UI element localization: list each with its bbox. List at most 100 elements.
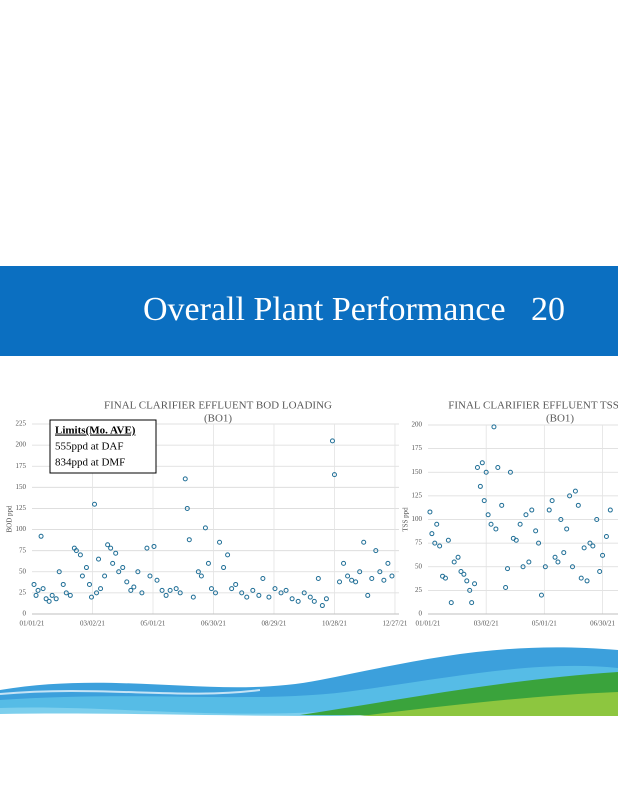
chart: FINAL CLARIFIER EFFLUENT BOD LOADING(BO1… <box>6 400 408 628</box>
y-tick-label: 0 <box>419 610 423 618</box>
data-point <box>561 550 567 556</box>
data-point <box>481 498 487 504</box>
data-point <box>427 509 433 515</box>
data-point <box>590 543 596 549</box>
data-point <box>467 587 473 593</box>
data-point <box>329 438 335 444</box>
data-point <box>128 587 134 593</box>
data-point <box>572 488 578 494</box>
data-point <box>159 587 165 593</box>
data-point <box>517 521 523 527</box>
data-point <box>538 592 544 598</box>
y-tick-label: 75 <box>415 539 423 547</box>
data-point <box>381 577 387 583</box>
x-tick-label: 06/30/21 <box>590 620 615 628</box>
data-point <box>377 569 383 575</box>
annotation-text: 834ppd at DMF <box>55 457 125 469</box>
data-point <box>495 465 501 471</box>
data-point <box>198 573 204 579</box>
data-point <box>507 469 513 475</box>
data-point <box>208 586 214 592</box>
data-point <box>195 569 201 575</box>
data-point <box>120 565 126 571</box>
data-point <box>35 587 41 593</box>
data-point <box>458 568 464 574</box>
x-tick-label: 05/01/21 <box>532 620 557 628</box>
x-tick-label: 01/01/21 <box>416 620 441 628</box>
y-tick-label: 100 <box>412 515 423 523</box>
data-point <box>110 560 116 566</box>
data-point <box>485 512 491 518</box>
data-point <box>205 560 211 566</box>
data-point <box>92 501 98 507</box>
data-point <box>202 525 208 531</box>
data-point <box>564 526 570 532</box>
data-point <box>437 543 443 549</box>
data-point <box>173 586 179 592</box>
data-point <box>529 507 535 513</box>
data-point <box>96 556 102 562</box>
x-tick-label: 01/01/21 <box>20 620 45 628</box>
data-point <box>503 585 509 591</box>
data-point <box>472 581 478 587</box>
data-point <box>469 600 475 606</box>
wave-decoration <box>0 647 618 716</box>
data-point <box>213 590 218 596</box>
data-point <box>365 592 371 598</box>
data-point <box>295 598 301 604</box>
data-point <box>448 600 454 606</box>
chart-title: FINAL CLARIFIER EFFLUENT TSS LOADING <box>448 400 618 412</box>
data-point <box>575 502 581 508</box>
y-tick-label: 225 <box>16 420 27 428</box>
data-point <box>53 596 59 602</box>
x-tick-label: 10/28/21 <box>322 620 347 628</box>
data-point <box>124 579 130 585</box>
x-tick-label: 08/29/21 <box>262 620 287 628</box>
data-point <box>477 483 483 489</box>
data-point <box>40 586 46 592</box>
data-point <box>505 566 511 572</box>
data-point <box>63 590 69 596</box>
x-tick-label: 03/02/21 <box>80 620 105 628</box>
data-point <box>77 552 83 558</box>
data-point <box>337 579 343 585</box>
y-axis-label: TSS ppd <box>402 507 410 532</box>
data-point <box>491 424 497 430</box>
y-tick-label: 200 <box>16 441 27 449</box>
data-point <box>229 586 235 592</box>
data-point <box>301 590 307 596</box>
data-point <box>357 569 363 575</box>
chart-title: FINAL CLARIFIER EFFLUENT BOD LOADING <box>104 400 332 412</box>
data-point <box>483 469 489 475</box>
data-point <box>526 559 532 565</box>
x-tick-label: 06/30/21 <box>201 620 226 628</box>
y-tick-label: 0 <box>23 610 27 618</box>
data-point <box>46 598 52 604</box>
y-tick-label: 175 <box>16 462 27 470</box>
data-point <box>38 533 44 539</box>
data-point <box>108 545 114 551</box>
data-point <box>289 596 295 602</box>
data-point <box>434 521 440 527</box>
data-point <box>147 573 153 579</box>
data-point <box>479 460 485 466</box>
data-point <box>581 545 587 551</box>
data-point <box>353 579 359 585</box>
data-point <box>555 559 561 565</box>
y-axis-label: BOD ppd <box>6 505 14 533</box>
data-point <box>455 554 461 560</box>
data-point <box>341 560 347 566</box>
data-point <box>221 565 227 571</box>
data-point <box>244 594 250 600</box>
data-point <box>144 545 150 551</box>
data-point <box>131 584 137 590</box>
data-point <box>536 540 542 546</box>
data-point <box>584 578 590 584</box>
data-point <box>67 592 73 598</box>
data-point <box>345 573 351 579</box>
data-point <box>587 540 593 546</box>
x-tick-label: 03/02/21 <box>474 620 499 628</box>
data-point <box>113 550 119 556</box>
data-point <box>323 596 329 602</box>
